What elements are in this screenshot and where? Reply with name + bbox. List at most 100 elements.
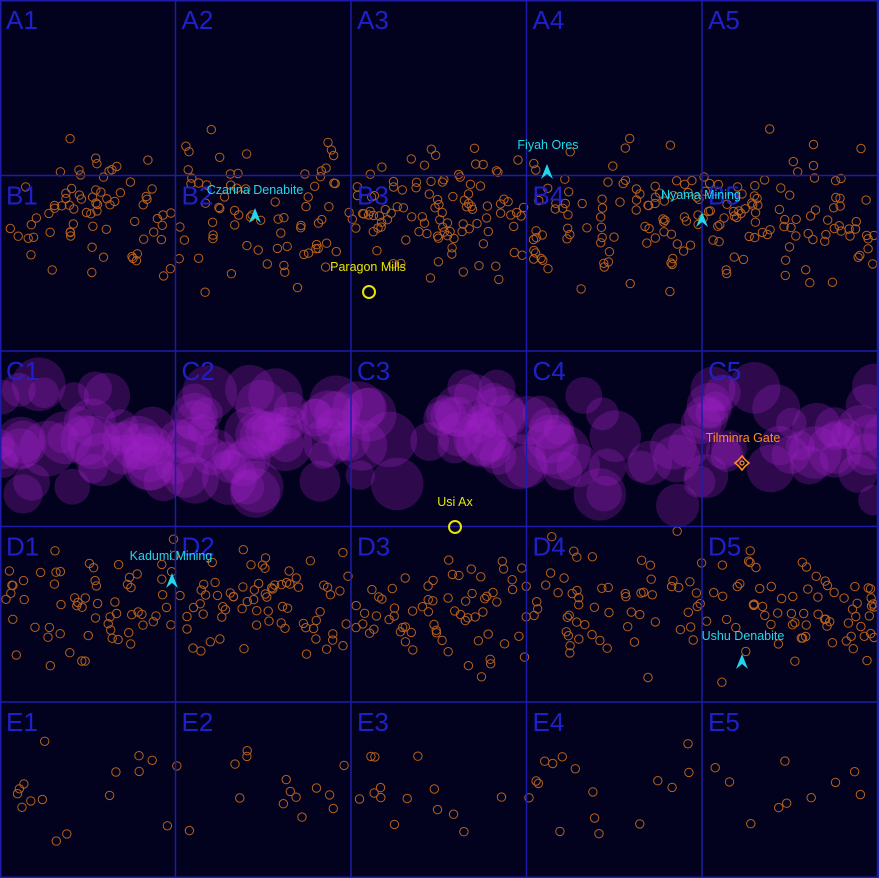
asteroid: [577, 198, 587, 209]
asteroid: [396, 258, 406, 269]
asteroid: [260, 553, 271, 563]
asteroid: [529, 158, 539, 169]
asteroid: [665, 286, 675, 297]
asteroid: [799, 608, 809, 619]
asteroid: [861, 195, 871, 205]
asteroid: [808, 234, 818, 245]
asteroid: [513, 155, 523, 165]
arrow-icon[interactable]: [696, 212, 708, 227]
sector-label-c3: C3: [357, 356, 390, 386]
asteroid: [447, 569, 458, 580]
sector-label-b4: B4: [533, 181, 565, 211]
location-czarina-denabite[interactable]: Czarina Denabite: [207, 183, 304, 223]
asteroid: [284, 566, 294, 576]
asteroid: [643, 200, 654, 211]
asteroid: [519, 652, 530, 662]
asteroid: [683, 607, 693, 617]
ring-icon[interactable]: [362, 285, 376, 299]
nebula-cloud: [0, 416, 47, 469]
nebula-cloud: [477, 382, 510, 416]
location-nyama-mining[interactable]: Nyama Mining: [661, 188, 741, 227]
asteroid: [743, 556, 754, 566]
location-usi-ax[interactable]: Usi Ax: [437, 495, 473, 534]
asteroid: [866, 601, 877, 611]
asteroid: [744, 231, 754, 242]
asteroid: [737, 189, 747, 199]
nebula-cloud: [789, 426, 842, 479]
asteroid: [558, 203, 568, 214]
asteroid: [352, 182, 362, 192]
nebula-cloud: [423, 401, 459, 437]
asteroid: [801, 562, 812, 572]
asteroid: [582, 223, 592, 233]
location-tilminra-gate[interactable]: Tilminra Gate: [706, 431, 781, 472]
asteroid: [270, 197, 280, 207]
asteroid: [736, 208, 746, 219]
asteroid: [5, 223, 15, 234]
asteroid: [631, 205, 641, 215]
nebula-cloud: [858, 484, 879, 516]
asteroid: [374, 211, 385, 221]
asteroid: [28, 232, 39, 243]
asteroid: [184, 825, 195, 836]
nebula-cloud: [229, 469, 265, 505]
asteroid: [788, 591, 798, 602]
arrow-icon[interactable]: [541, 164, 553, 179]
asteroid: [55, 629, 65, 639]
nebula-cloud: [129, 406, 176, 453]
arrow-icon[interactable]: [166, 573, 178, 588]
asteroid: [620, 143, 630, 153]
nebula-cloud: [190, 397, 223, 430]
nebula-cloud: [792, 402, 842, 452]
location-fiyah-ores[interactable]: Fiyah Ores: [517, 138, 579, 179]
location-ushu-denabite[interactable]: Ushu Denabite: [702, 629, 785, 669]
asteroid: [215, 634, 225, 644]
nebula-cloud: [0, 379, 20, 415]
asteroid: [679, 212, 690, 222]
location-paragon-mills[interactable]: Paragon Mills: [330, 260, 406, 299]
asteroid: [17, 802, 27, 812]
asteroid: [80, 593, 91, 603]
asteroid: [459, 827, 469, 837]
asteroid: [856, 621, 866, 632]
asteroid: [715, 220, 725, 230]
asteroid: [311, 615, 321, 626]
asteroid: [210, 577, 220, 588]
nebula-cloud: [342, 387, 397, 442]
arrow-icon[interactable]: [249, 208, 261, 223]
nebula-cloud: [302, 390, 356, 445]
asteroid: [681, 216, 692, 226]
asteroid: [358, 208, 368, 219]
asteroid: [143, 155, 153, 165]
nebula-cloud: [656, 483, 700, 528]
asteroid: [18, 575, 29, 586]
asteroid: [389, 819, 400, 830]
asteroid: [604, 607, 614, 618]
nebula-cloud: [0, 428, 41, 470]
gate-icon[interactable]: [733, 454, 751, 472]
asteroid: [147, 184, 157, 194]
asteroid: [69, 204, 79, 214]
asteroid: [264, 616, 274, 626]
asteroid: [329, 178, 339, 188]
ring-icon[interactable]: [448, 520, 462, 534]
asteroid: [161, 602, 172, 613]
nebula-cloud: [268, 426, 304, 463]
asteroid: [328, 629, 338, 639]
nebula-cloud: [456, 417, 506, 468]
location-kadumi-mining[interactable]: Kadumi Mining: [130, 549, 213, 588]
asteroid: [193, 253, 204, 263]
asteroid: [459, 195, 470, 205]
nebula-cloud: [101, 434, 142, 475]
asteroid: [543, 183, 553, 194]
asteroid: [713, 221, 723, 231]
asteroid: [773, 608, 783, 618]
asteroid: [776, 593, 787, 604]
asteroid: [820, 614, 830, 624]
asteroid: [853, 252, 863, 262]
nebula-cloud: [746, 444, 795, 493]
asteroid: [752, 193, 762, 204]
arrow-icon[interactable]: [736, 654, 748, 669]
sector-label-a5: A5: [708, 5, 740, 35]
